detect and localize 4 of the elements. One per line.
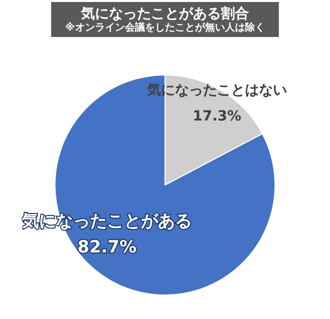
data-label: 17.3% — [192, 108, 242, 124]
data-label: 82.7% — [78, 238, 136, 258]
chart-title: 気になったことがある割合 — [80, 5, 249, 22]
chart-subtitle: ※オンライン会議をしたことが無い人は除く — [65, 22, 265, 34]
